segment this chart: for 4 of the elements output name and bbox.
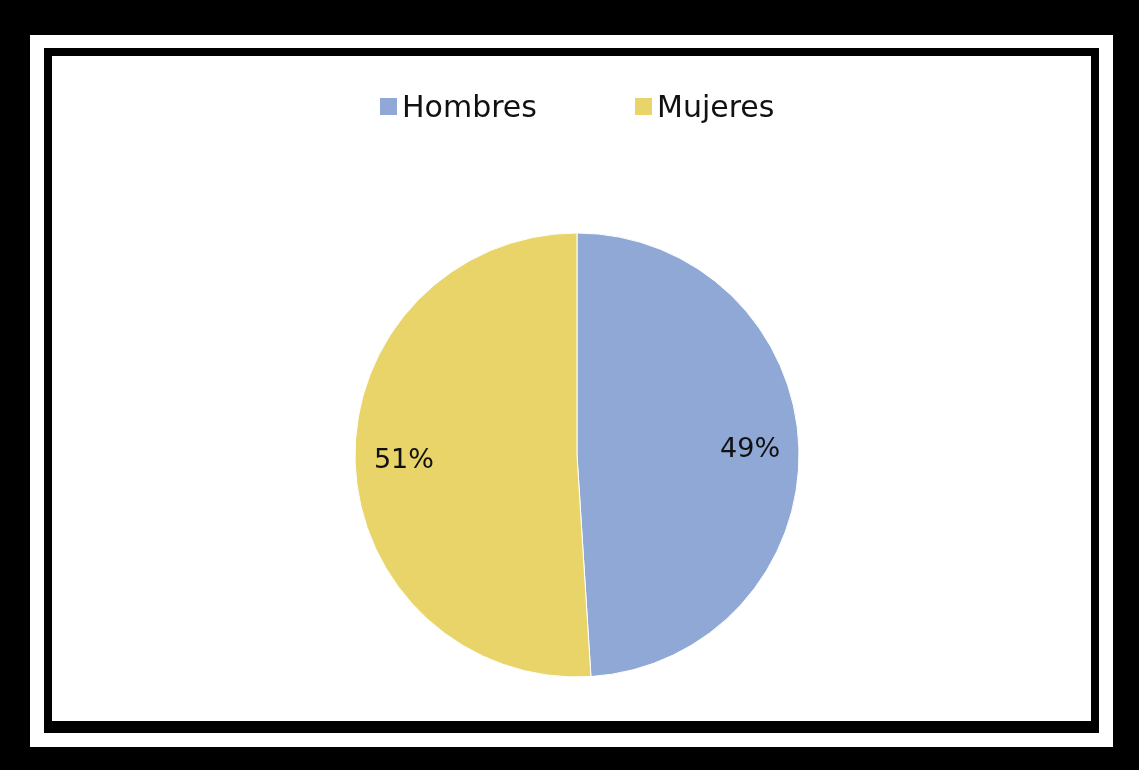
legend-label: Hombres — [402, 88, 537, 124]
data-label: 49% — [720, 432, 781, 464]
data-label: 51% — [373, 442, 434, 474]
legend-label: Mujeres — [657, 88, 775, 124]
